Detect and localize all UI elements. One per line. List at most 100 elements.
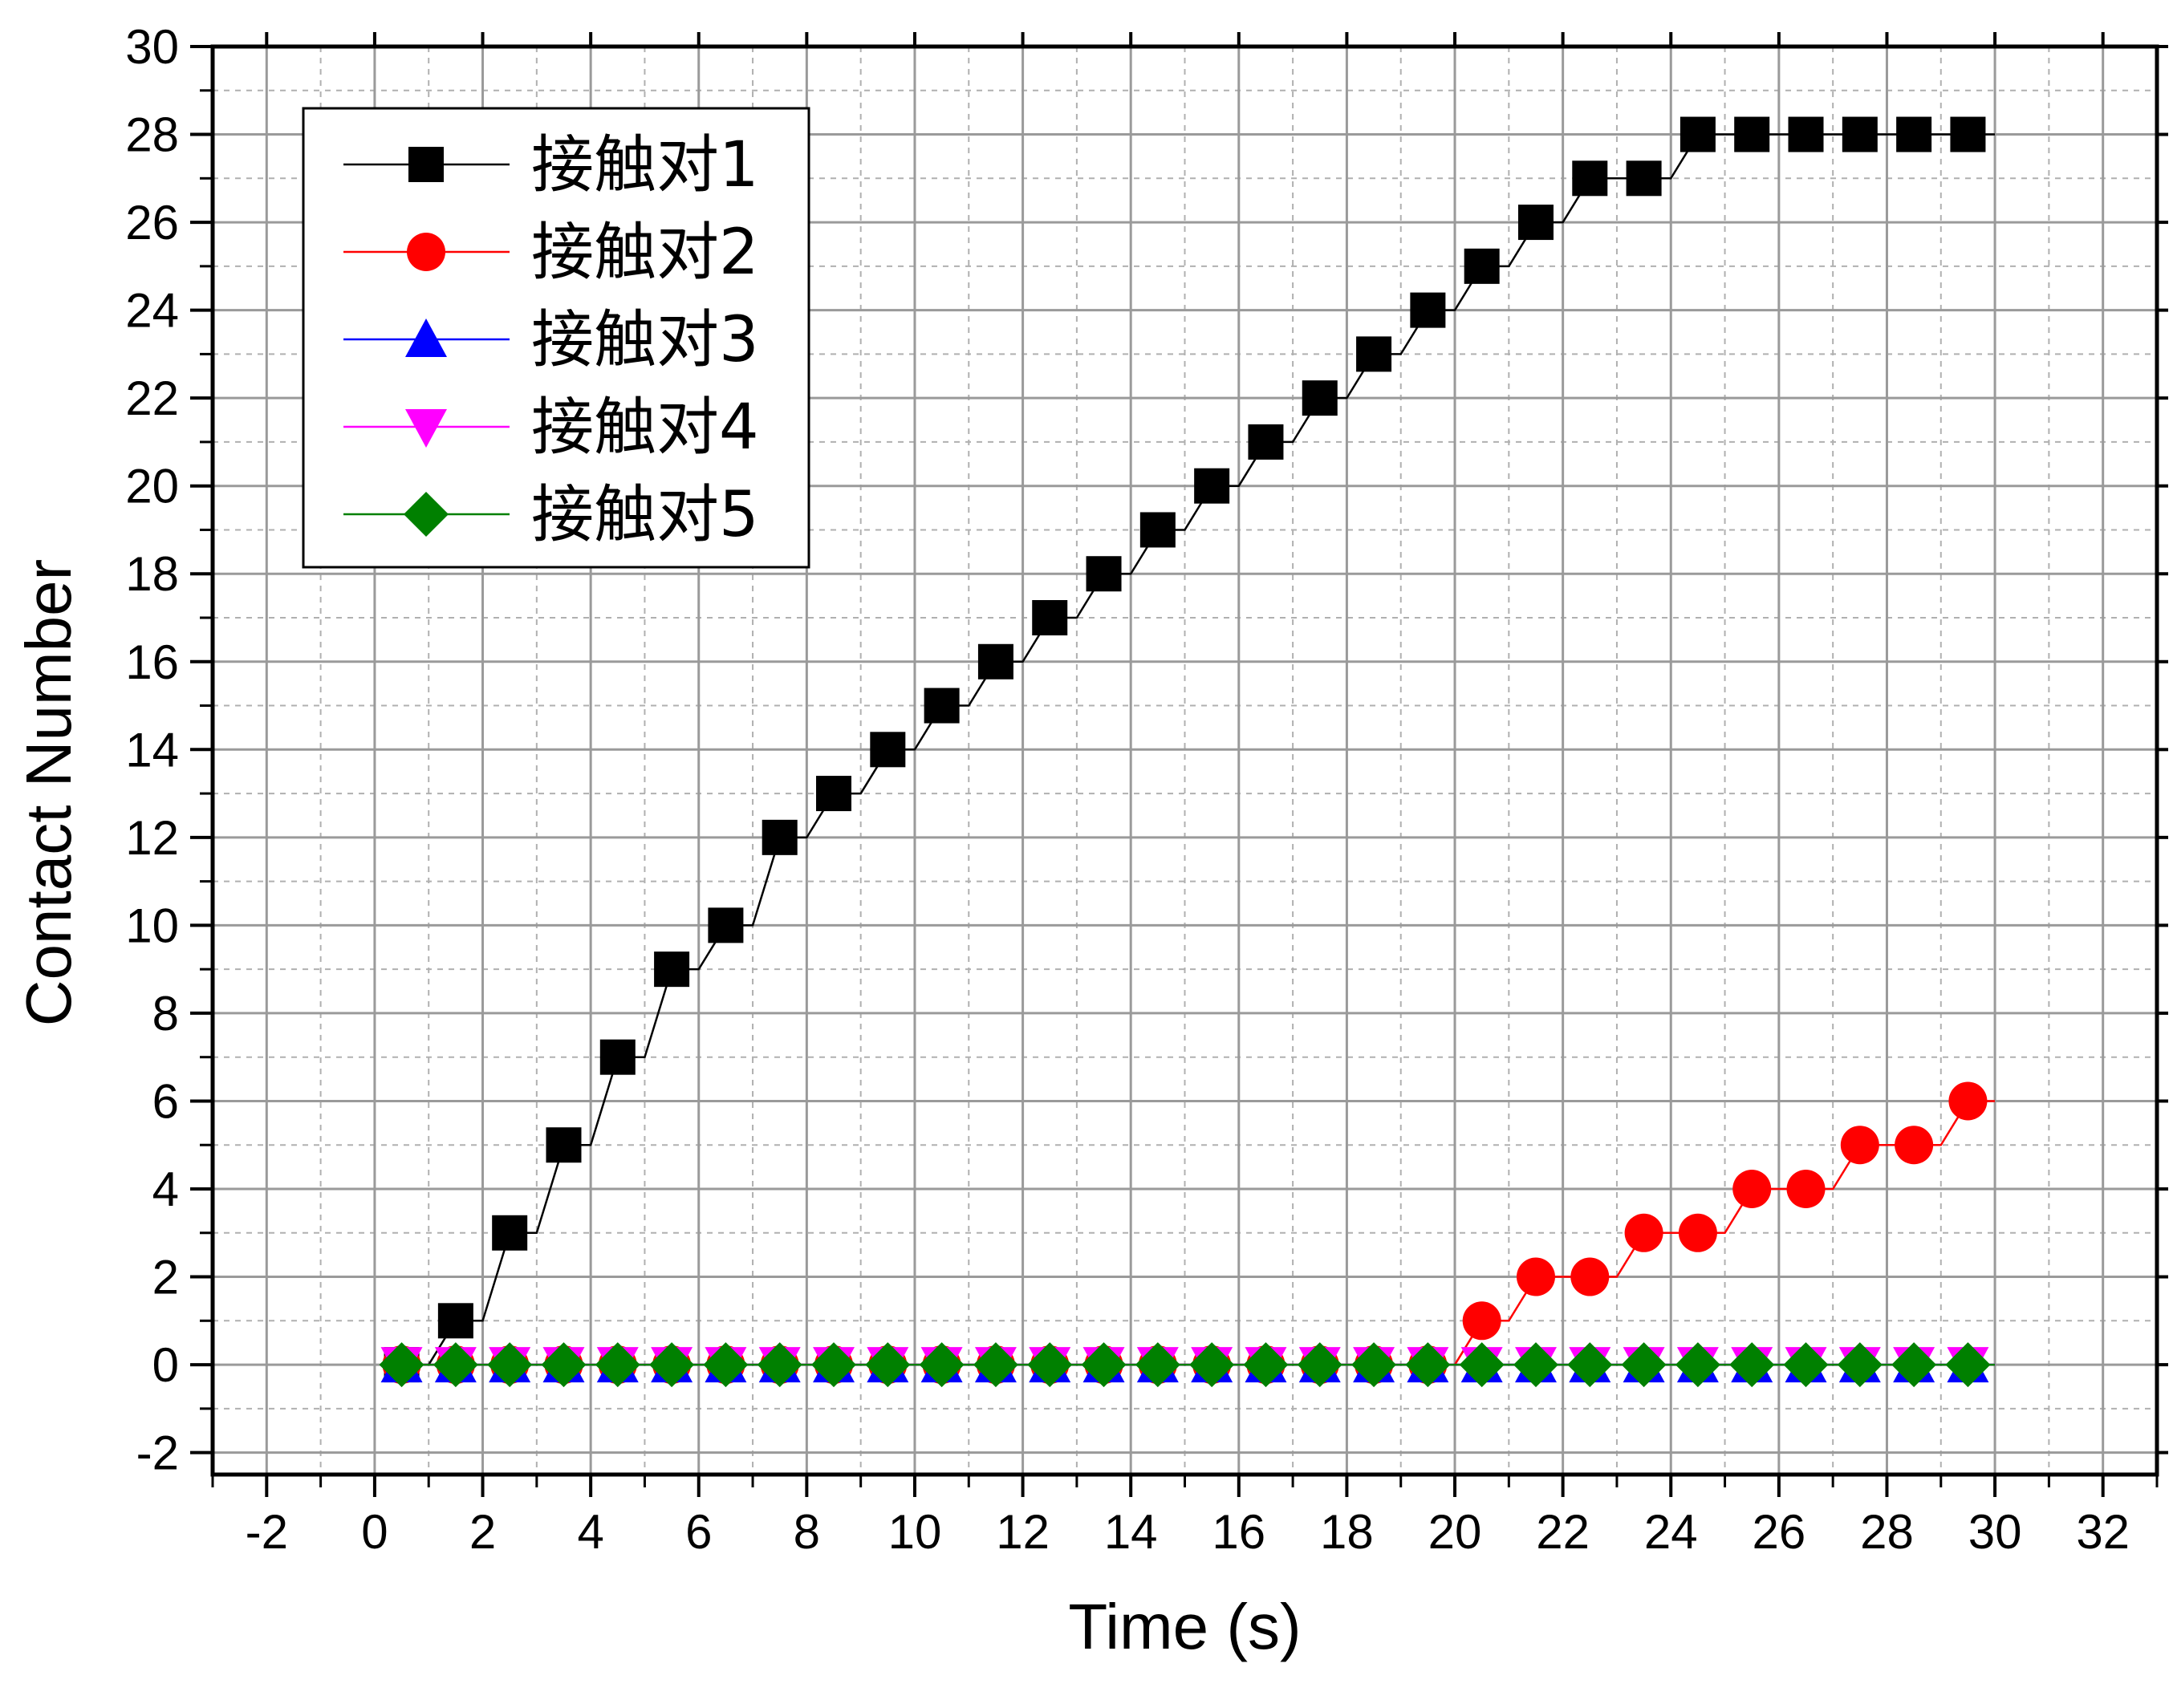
data-point (703, 1342, 749, 1388)
data-point (1732, 1170, 1772, 1208)
data-point (379, 1342, 424, 1388)
legend-item: 接触对2 (343, 217, 759, 289)
data-point (654, 951, 690, 988)
y-tick-label: 10 (125, 899, 179, 952)
data-point (1678, 1213, 1717, 1252)
data-point (1194, 468, 1230, 504)
data-point (1189, 1342, 1235, 1388)
legend-marker (405, 409, 447, 448)
data-point (977, 643, 1013, 680)
data-point (1410, 292, 1446, 328)
x-tick-label: 20 (1428, 1505, 1482, 1559)
data-point (1517, 205, 1554, 241)
data-point (1459, 1342, 1505, 1388)
legend-label: 接触对2 (531, 217, 759, 289)
data-point (1302, 380, 1338, 416)
data-point (649, 1342, 695, 1388)
series-markers-5 (379, 1342, 1991, 1388)
data-point (599, 1039, 636, 1075)
data-point (1837, 1342, 1883, 1388)
data-point (1734, 116, 1770, 152)
data-point (811, 1342, 857, 1388)
data-point (1139, 512, 1176, 548)
data-point (1572, 160, 1608, 197)
x-tick-label: 32 (2076, 1505, 2130, 1559)
legend-marker (405, 318, 447, 357)
data-point (1895, 1126, 1934, 1165)
y-axis-title: Contact Number (13, 559, 84, 1026)
data-point (708, 907, 744, 943)
data-point (492, 1215, 528, 1251)
legend-label: 接触对4 (531, 392, 759, 464)
y-tick-label: 8 (152, 987, 179, 1041)
data-point (1351, 1342, 1397, 1388)
data-point (1135, 1342, 1180, 1388)
data-point (762, 819, 798, 855)
data-point (919, 1342, 965, 1388)
legend-marker (407, 233, 445, 271)
data-point (1948, 1081, 1988, 1121)
data-point (1464, 248, 1500, 284)
y-tick-label: 30 (125, 20, 179, 74)
data-point (1248, 424, 1284, 460)
data-point (1840, 1126, 1879, 1165)
legend-item: 接触对4 (343, 392, 759, 464)
data-point (1570, 1257, 1610, 1296)
x-tick-label: 6 (685, 1505, 712, 1559)
x-tick-label: 10 (888, 1505, 942, 1559)
legend-label: 接触对3 (531, 304, 759, 376)
x-axis-title: Time (s) (1068, 1591, 1301, 1662)
data-point (1891, 1342, 1937, 1388)
y-tick-label: 18 (125, 547, 179, 601)
data-point (1675, 1342, 1720, 1388)
data-point (816, 776, 852, 812)
data-point (1624, 1213, 1663, 1252)
x-tick-label: 4 (577, 1505, 603, 1559)
data-point (1027, 1342, 1073, 1388)
data-point (1086, 556, 1122, 592)
legend-marker (408, 147, 444, 182)
data-point (1081, 1342, 1127, 1388)
data-point (1945, 1342, 1991, 1388)
data-point (973, 1342, 1018, 1388)
legend-box (302, 107, 810, 569)
legend: 接触对1 接触对2 接触对3 接触对4 接触对5 (302, 107, 810, 569)
data-point (1567, 1342, 1613, 1388)
y-tick-label: 0 (152, 1338, 179, 1392)
y-tick-label: 14 (125, 723, 179, 777)
data-point (1297, 1342, 1342, 1388)
data-point (870, 732, 906, 768)
data-point (1786, 1170, 1826, 1208)
x-tick-label: 24 (1644, 1505, 1698, 1559)
data-point (1783, 1342, 1829, 1388)
y-tick-label: 12 (125, 811, 179, 865)
y-tick-label: -2 (136, 1426, 179, 1480)
x-tick-label: 28 (1860, 1505, 1914, 1559)
data-point (1680, 116, 1716, 152)
y-tick-label: 2 (152, 1251, 179, 1304)
data-point (1729, 1342, 1775, 1388)
x-tick-label: 2 (469, 1505, 496, 1559)
data-point (1356, 336, 1392, 372)
data-point (1842, 116, 1878, 152)
series-markers-1 (384, 116, 1986, 1383)
x-tick-label: 30 (1968, 1505, 2022, 1559)
legend-item: 接触对3 (343, 304, 759, 376)
x-tick-label: 12 (996, 1505, 1050, 1559)
y-tick-label: 4 (152, 1162, 179, 1216)
data-point (1896, 116, 1932, 152)
x-tick-label: 16 (1212, 1505, 1265, 1559)
x-tick-label: 18 (1320, 1505, 1374, 1559)
x-tick-label: 14 (1104, 1505, 1158, 1559)
y-tick-label: 20 (125, 460, 179, 513)
data-point (1950, 116, 1986, 152)
data-point (1462, 1301, 1501, 1341)
x-tick-label: -2 (246, 1505, 288, 1559)
data-point (595, 1342, 640, 1388)
data-point (541, 1342, 587, 1388)
y-tick-label: 24 (125, 284, 179, 338)
y-tick-label: 6 (152, 1074, 179, 1128)
y-tick-label: 16 (125, 635, 179, 689)
data-point (437, 1303, 473, 1339)
